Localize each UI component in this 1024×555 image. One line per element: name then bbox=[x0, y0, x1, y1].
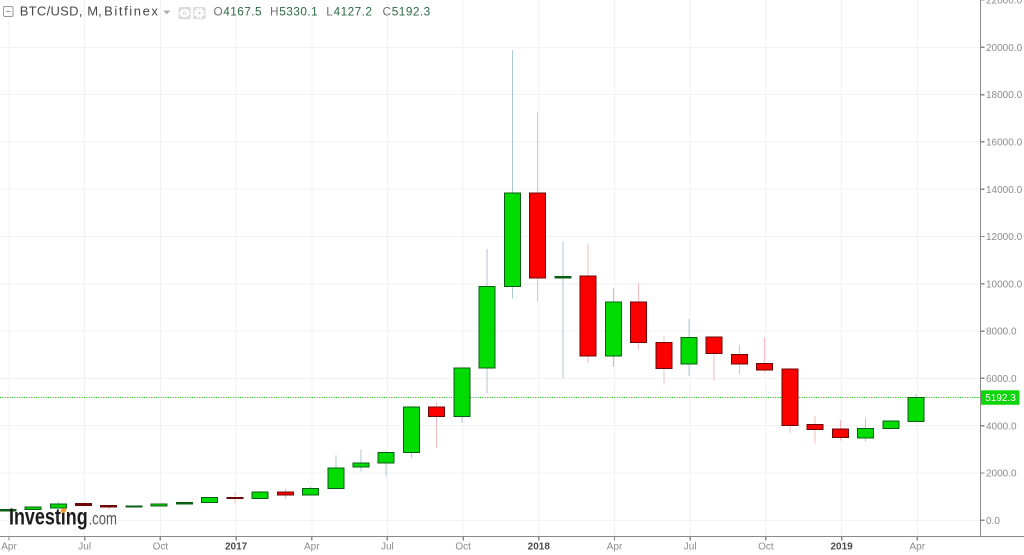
svg-text:Jul: Jul bbox=[78, 542, 91, 553]
svg-text:5192.3: 5192.3 bbox=[985, 393, 1016, 404]
svg-text:6000.0: 6000.0 bbox=[986, 374, 1017, 385]
svg-text:2019: 2019 bbox=[830, 542, 853, 553]
svg-text:0.0: 0.0 bbox=[986, 516, 1000, 527]
svg-text:Apr: Apr bbox=[910, 542, 926, 553]
svg-text:2000.0: 2000.0 bbox=[986, 469, 1017, 480]
svg-text:12000.0: 12000.0 bbox=[986, 232, 1023, 243]
svg-text:BTC/USD,M,Bitfinex: BTC/USD, M, Bitfinex bbox=[20, 4, 160, 19]
svg-text:8000.0: 8000.0 bbox=[986, 327, 1017, 338]
svg-text:Investıng: Investıng bbox=[9, 504, 88, 530]
svg-text:Apr: Apr bbox=[607, 542, 623, 553]
svg-text:10000.0: 10000.0 bbox=[986, 279, 1023, 290]
svg-text:18000.0: 18000.0 bbox=[986, 90, 1023, 101]
svg-text:Apr: Apr bbox=[1, 542, 17, 553]
svg-text:.com: .com bbox=[89, 510, 117, 529]
svg-text:Jul: Jul bbox=[381, 542, 394, 553]
svg-text:2018: 2018 bbox=[528, 542, 551, 553]
svg-text:14000.0: 14000.0 bbox=[986, 185, 1023, 196]
svg-text:22000.0: 22000.0 bbox=[986, 0, 1023, 7]
svg-text:Oct: Oct bbox=[758, 542, 774, 553]
svg-text:4000.0: 4000.0 bbox=[986, 421, 1017, 432]
svg-text:Jul: Jul bbox=[684, 542, 697, 553]
svg-text:Oct: Oct bbox=[153, 542, 169, 553]
svg-text:2017: 2017 bbox=[225, 542, 248, 553]
svg-text:16000.0: 16000.0 bbox=[986, 138, 1023, 149]
svg-text:Oct: Oct bbox=[455, 542, 471, 553]
svg-text:Apr: Apr bbox=[304, 542, 320, 553]
svg-text:20000.0: 20000.0 bbox=[986, 43, 1023, 54]
